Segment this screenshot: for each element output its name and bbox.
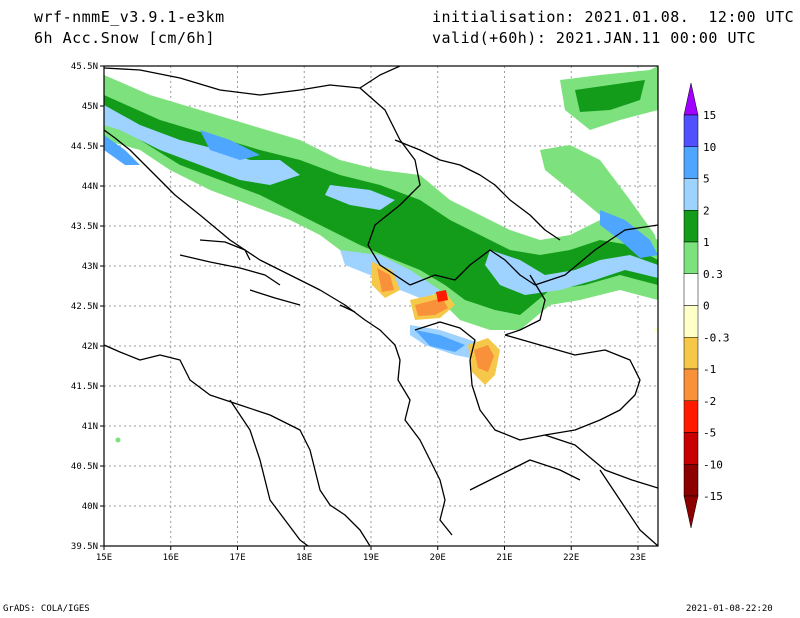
lat-tick-label: 40N (82, 502, 98, 512)
colorbar-swatch (683, 178, 699, 211)
snow-field-negative (372, 262, 500, 385)
model-title: wrf-nmmE_v3.9.1-e3km (34, 8, 225, 26)
colorbar-label: 0.3 (703, 268, 723, 281)
lat-tick-label: 44.5N (71, 142, 98, 152)
lat-tick-label: 39.5N (71, 542, 98, 552)
lon-tick-label: 15E (96, 553, 112, 563)
lon-tick-label: 17E (229, 553, 245, 563)
colorbar: 15 10 5 2 1 0.3 0 -0.3 -1 -2 -5 -10 -15 (683, 82, 730, 529)
colorbar-label: -1 (703, 363, 716, 376)
colorbar-swatch (683, 146, 699, 179)
colorbar-label: -5 (703, 427, 716, 440)
lon-tick-label: 22E (563, 553, 579, 563)
colorbar-label: -15 (703, 490, 723, 503)
lat-tick-label: 41N (82, 422, 98, 432)
colorbar-label: 10 (703, 141, 716, 154)
lat-tick-label: 40.5N (71, 462, 98, 472)
latitude-axis: 45.5N 45N 44.5N 44N 43.5N 43N 42.5N 42N 41.5N 41N… (71, 62, 104, 552)
lon-tick-label: 21E (496, 553, 512, 563)
lat-tick-label: 43.5N (71, 222, 98, 232)
lon-tick-label: 20E (430, 553, 446, 563)
lat-tick-label: 42N (82, 342, 98, 352)
colorbar-label: 15 (703, 109, 716, 122)
colorbar-swatch (683, 464, 699, 497)
colorbar-swatch (683, 432, 699, 465)
colorbar-swatch (683, 114, 699, 147)
valid-time: valid(+60h): 2021.JAN.11 00:00 UTC (432, 29, 757, 47)
colorbar-swatch (683, 337, 699, 370)
lat-tick-label: 42.5N (71, 302, 98, 312)
colorbar-label: 5 (703, 173, 710, 186)
colorbar-swatch (683, 210, 699, 243)
colorbar-top-arrow (683, 82, 699, 116)
colorbar-label: 1 (703, 236, 710, 249)
colorbar-bottom-arrow (683, 495, 699, 529)
colorbar-swatch (683, 368, 699, 401)
colorbar-swatch (683, 273, 699, 306)
lon-tick-label: 23E (630, 553, 646, 563)
lat-tick-label: 41.5N (71, 382, 98, 392)
colorbar-label: 0 (703, 300, 710, 313)
lat-tick-label: 44N (82, 182, 98, 192)
colorbar-swatch (683, 241, 699, 274)
init-time: initialisation: 2021.01.08. 12:00 UTC (432, 8, 795, 26)
colorbar-label: 2 (703, 204, 710, 217)
field-title: 6h Acc.Snow [cm/6h] (34, 29, 216, 47)
coastlines-borders (104, 66, 658, 546)
footer-credit: GrADS: COLA/IGES (3, 604, 90, 614)
colorbar-label: -2 (703, 395, 716, 408)
colorbar-label: -10 (703, 458, 723, 471)
lon-tick-label: 19E (363, 553, 379, 563)
colorbar-label: -0.3 (703, 331, 730, 344)
lat-tick-label: 45.5N (71, 62, 98, 72)
colorbar-swatch (683, 400, 699, 433)
lat-tick-label: 45N (82, 102, 98, 112)
snow-field-positive (104, 66, 658, 443)
longitude-axis: 15E 16E 17E 18E 19E 20E 21E 22E 23E (96, 546, 646, 563)
lon-tick-label: 16E (163, 553, 179, 563)
footer-timestamp: 2021-01-08-22:20 (686, 604, 773, 614)
lat-tick-label: 43N (82, 262, 98, 272)
colorbar-swatch (683, 305, 699, 338)
lon-tick-label: 18E (296, 553, 312, 563)
